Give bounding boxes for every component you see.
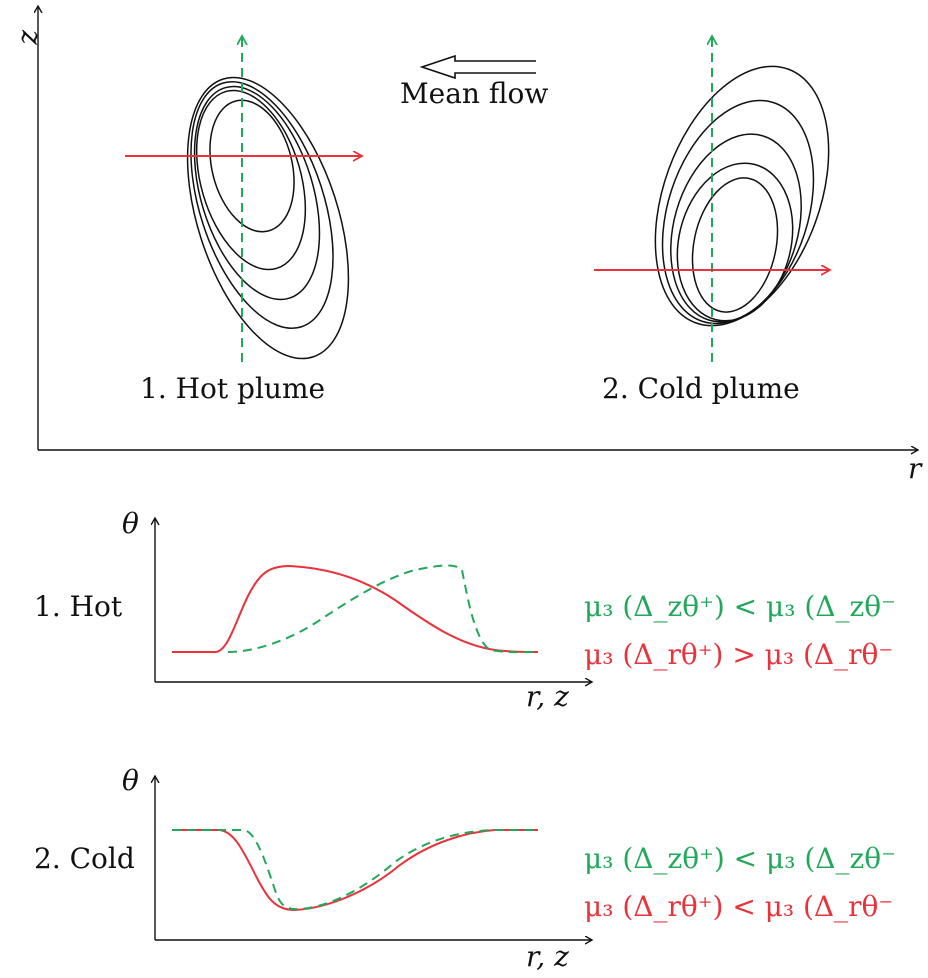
hot-contour-4 <box>195 89 307 271</box>
hot-plume-label: 1. Hot plume <box>140 372 325 405</box>
cold-row-label: 2. Cold <box>34 842 135 875</box>
cold-plume-label: 2. Cold plume <box>602 372 800 405</box>
hot-plume-contours <box>186 76 350 360</box>
cold-vertical-profile <box>172 829 538 911</box>
cold-plume-contours <box>654 65 830 327</box>
cold-contour-3 <box>670 133 802 323</box>
cold-eq-r: μ₃ (Δ_rθ⁺) < μ₃ (Δ_rθ⁻ <box>584 890 893 923</box>
mean-flow-arrow <box>419 54 536 80</box>
hot-profile-theta-label: θ <box>122 507 139 540</box>
top-panel: r z Mean flow 1. Hot plume 2. Cold plum <box>15 6 923 485</box>
cold-profile-x-label: r, z <box>526 940 569 973</box>
cold-contour-2 <box>661 99 815 325</box>
hot-contour-1 <box>186 76 350 360</box>
top-x-axis-label: r <box>908 452 923 485</box>
hot-contour-2 <box>190 81 334 329</box>
mean-flow-label: Mean flow <box>400 77 548 110</box>
cold-contour-4 <box>676 162 794 322</box>
hot-contour-3 <box>193 85 321 301</box>
hot-row-label: 1. Hot <box>34 590 123 623</box>
hot-profile-panel: θ r, z 1. Hot μ₃ (Δ_zθ⁺) < μ₃ (Δ_zθ⁻ μ₃ … <box>34 507 896 713</box>
cold-eq-z: μ₃ (Δ_zθ⁺) < μ₃ (Δ_zθ⁻ <box>584 842 896 875</box>
top-y-axis-label: z <box>15 29 48 45</box>
cold-contour-5 <box>691 177 779 313</box>
hot-profile-x-label: r, z <box>526 680 569 713</box>
hot-eq-z: μ₃ (Δ_zθ⁺) < μ₃ (Δ_zθ⁻ <box>584 590 896 623</box>
cold-contour-1 <box>654 65 830 327</box>
cold-radial-profile <box>172 829 538 912</box>
hot-vertical-profile <box>227 564 539 654</box>
cold-profile-panel: θ r, z 2. Cold μ₃ (Δ_zθ⁺) < μ₃ (Δ_zθ⁻ μ₃… <box>34 764 896 973</box>
hot-eq-r: μ₃ (Δ_rθ⁺) > μ₃ (Δ_rθ⁻ <box>584 638 893 671</box>
hot-radial-profile <box>172 564 539 653</box>
cold-profile-theta-label: θ <box>122 764 139 797</box>
